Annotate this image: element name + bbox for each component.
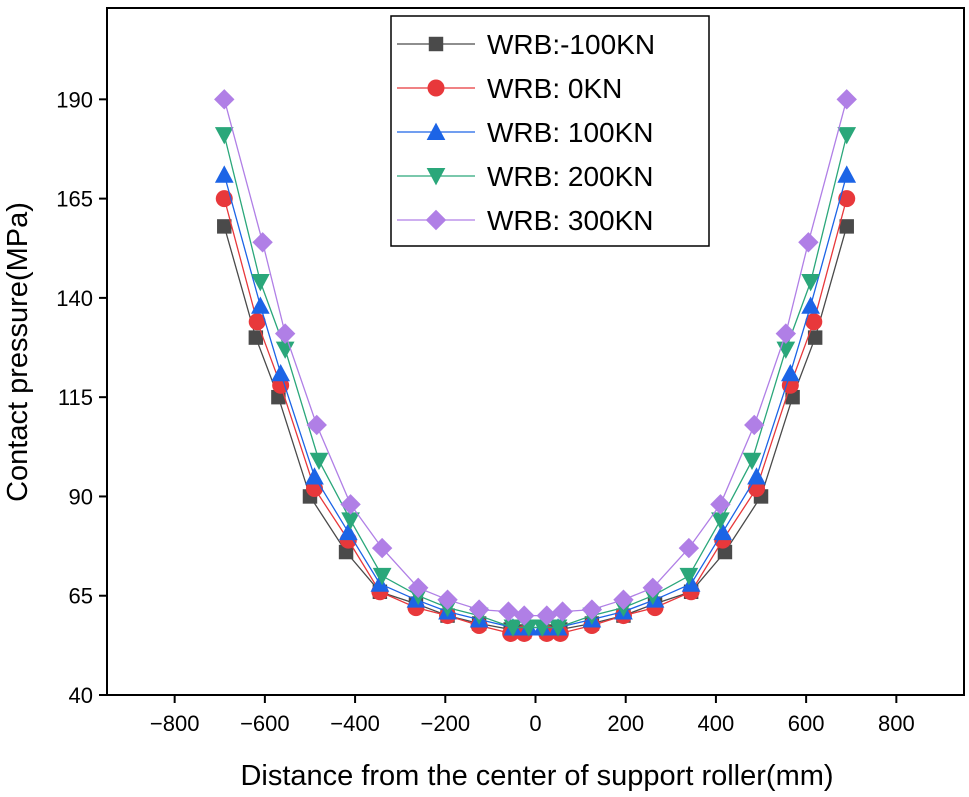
data-point (679, 567, 699, 586)
data-point (371, 537, 393, 559)
data-point (306, 414, 327, 436)
data-point (710, 494, 731, 515)
y-tick-label: 65 (69, 584, 93, 609)
data-point (248, 330, 264, 345)
y-tick-label: 140 (56, 286, 93, 311)
x-tick-label: 600 (788, 711, 825, 736)
legend-label: WRB: 300KN (487, 205, 654, 236)
series-layer (214, 89, 857, 642)
data-point (251, 274, 270, 292)
legend-marker (426, 168, 446, 186)
legend-marker (428, 36, 444, 52)
series-line (223, 134, 848, 629)
x-tick-label: −200 (421, 711, 471, 736)
data-point (581, 599, 603, 620)
legend-label: WRB: 0KN (487, 73, 622, 104)
y-axis-title: Contact pressure(MPa) (2, 202, 34, 502)
data-point (744, 414, 765, 436)
data-point (742, 452, 762, 471)
data-point (372, 567, 392, 586)
data-point (468, 599, 490, 620)
data-point (271, 363, 291, 382)
data-point (341, 512, 360, 530)
x-tick-label: 800 (878, 711, 915, 736)
legend-item: WRB: 0KN (397, 73, 622, 104)
legend-item: WRB: 300KN (397, 205, 654, 236)
legend-item: WRB: 100KN (397, 117, 654, 148)
legend-label: WRB: 200KN (487, 161, 654, 192)
data-point (536, 605, 557, 626)
data-point (837, 127, 857, 145)
x-tick-label: −600 (240, 711, 290, 736)
data-point (217, 219, 232, 234)
y-tick-label: 165 (56, 187, 93, 212)
y-tick-label: 90 (69, 484, 93, 509)
legend-item: WRB:-100KN (397, 29, 655, 60)
data-point (408, 577, 429, 598)
data-point (681, 574, 701, 592)
data-point (305, 467, 324, 485)
x-tick-label: 0 (529, 711, 541, 736)
data-point (214, 89, 235, 110)
data-point (309, 452, 329, 471)
series-5 (214, 89, 857, 626)
legend-items: WRB:-100KN WRB: 0KN WRB: 100KN WRB: 200KN WR… (397, 29, 655, 236)
data-point (613, 589, 634, 610)
x-axis-title: Distance from the center of support roll… (240, 760, 833, 792)
x-tick-label: 200 (607, 711, 644, 736)
data-point (252, 232, 273, 253)
data-point (780, 363, 800, 382)
data-point (514, 605, 535, 626)
x-tick-label: 400 (698, 711, 735, 736)
data-point (248, 313, 266, 331)
data-point (711, 512, 730, 530)
x-tick-label: −800 (150, 711, 200, 736)
data-point (747, 467, 766, 485)
data-point (215, 190, 233, 208)
data-point (807, 330, 823, 345)
legend-marker (426, 122, 446, 140)
data-point (370, 574, 390, 592)
series-line (223, 99, 848, 617)
legend-label: WRB: 100KN (487, 117, 654, 148)
y-tick-label: 190 (56, 87, 93, 112)
x-tick-label: −400 (330, 711, 380, 736)
data-point (801, 296, 820, 314)
legend-item: WRB: 200KN (397, 161, 654, 192)
data-point (713, 522, 733, 541)
data-point (274, 323, 296, 344)
data-point (548, 619, 568, 637)
data-point (251, 296, 270, 314)
y-tick-label: 115 (58, 385, 93, 410)
data-point (437, 589, 458, 610)
data-point (775, 323, 797, 344)
data-point (338, 522, 358, 541)
data-point (214, 127, 234, 145)
data-point (340, 494, 361, 515)
data-point (838, 190, 856, 208)
axis-ticks: −800 −600 −400 −200 0 200 400 600 800 40 65 90 115 14… (56, 87, 914, 736)
data-point (801, 274, 820, 292)
legend-marker (427, 79, 445, 97)
y-tick-label: 40 (69, 683, 93, 708)
data-point (837, 165, 857, 183)
data-point (642, 577, 663, 598)
data-point (214, 165, 234, 183)
data-point (839, 219, 854, 234)
data-point (552, 601, 573, 622)
data-point (805, 313, 823, 331)
legend-box (390, 15, 710, 247)
data-point (503, 619, 523, 637)
data-point (678, 537, 700, 559)
legend-label: WRB:-100KN (487, 29, 655, 60)
data-point (798, 232, 819, 253)
legend-marker (425, 209, 447, 231)
legend: WRB:-100KN WRB: 0KN WRB: 100KN WRB: 200KN WR… (390, 15, 710, 247)
data-point (836, 89, 857, 110)
data-point (498, 601, 519, 622)
